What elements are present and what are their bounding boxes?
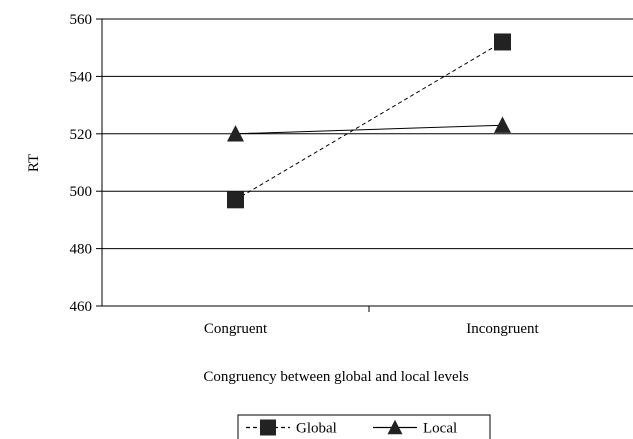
y-axis-label: RT — [26, 154, 42, 172]
legend-box — [237, 414, 491, 439]
y-tick-label-560: 560 — [70, 12, 93, 28]
data-point-local-incongruent — [494, 116, 511, 133]
y-tick-label-540: 540 — [70, 69, 93, 85]
legend: Global Local — [237, 414, 491, 439]
x-tick-label-congruent: Congruent — [204, 321, 268, 337]
axis-layer: 460 480 500 520 540 560 Congruent Incongruent — [70, 12, 633, 337]
legend-marker-local — [387, 419, 403, 435]
data-point-local-congruent — [227, 125, 244, 142]
y-tick-label-500: 500 — [70, 184, 93, 200]
y-tick-label-520: 520 — [70, 127, 93, 143]
data-point-global-congruent — [227, 191, 244, 209]
data-point-global-incongruent — [494, 33, 511, 51]
legend-label-local: Local — [423, 421, 457, 437]
x-tick-label-incongruent: Incongruent — [466, 321, 539, 337]
series-line-local — [235, 124, 503, 135]
grid-layer — [102, 18, 633, 250]
legend-marker-global — [260, 419, 276, 436]
y-tick-label-460: 460 — [70, 299, 93, 315]
legend-label-global: Global — [296, 421, 337, 437]
series-layer — [227, 33, 511, 209]
series-line-global — [235, 41, 503, 201]
label-layer: RT Congruency between global and local l… — [26, 154, 469, 385]
y-tick-label-480: 480 — [70, 242, 93, 258]
x-axis-label: Congruency between global and local leve… — [203, 369, 468, 385]
